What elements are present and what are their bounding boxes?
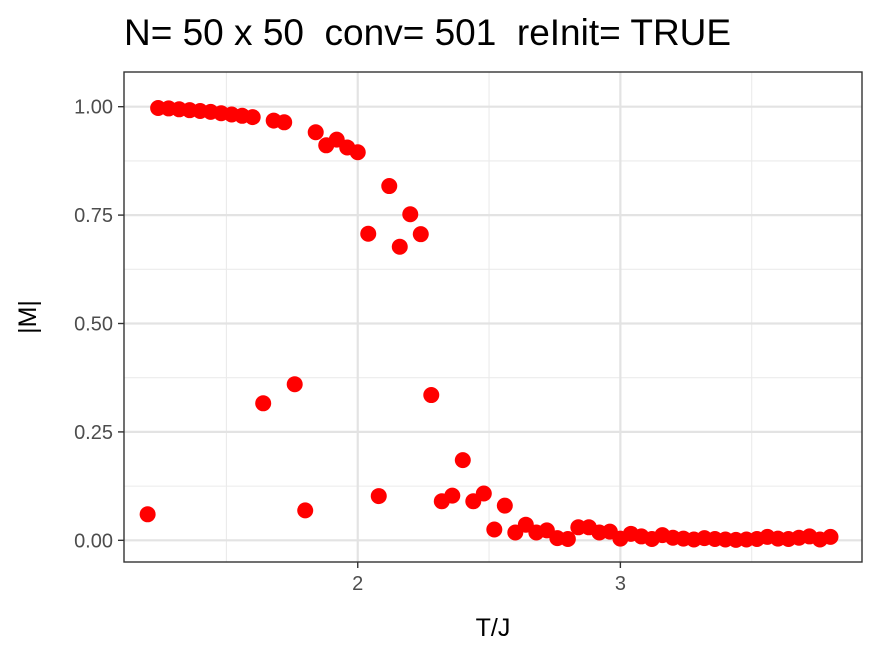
y-tick-label: 0.00	[74, 530, 113, 552]
data-point	[307, 124, 324, 141]
data-point	[559, 531, 576, 548]
data-point	[391, 238, 408, 255]
data-point	[360, 225, 377, 242]
y-tick-label: 0.25	[74, 422, 113, 444]
chart-title: N= 50 x 50 conv= 501 reInit= TRUE	[124, 12, 732, 53]
data-point	[496, 497, 513, 514]
data-point	[475, 485, 492, 502]
data-point	[139, 506, 156, 523]
data-point	[370, 488, 387, 505]
x-tick-label: 2	[352, 573, 363, 595]
data-point	[297, 502, 314, 519]
data-point	[286, 376, 303, 393]
x-axis-title: T/J	[476, 614, 511, 642]
y-tick-label: 1.00	[74, 97, 113, 119]
y-tick-label: 0.50	[74, 314, 113, 336]
data-point	[454, 452, 471, 469]
data-point	[412, 226, 429, 243]
y-tick-label: 0.75	[74, 205, 113, 227]
y-axis-title: |M|	[14, 300, 42, 334]
data-point	[381, 178, 398, 195]
y-axis: 0.00 0.25 0.50 0.75 1.00	[74, 97, 124, 552]
data-point	[244, 109, 261, 126]
x-tick-label: 3	[615, 573, 626, 595]
panel-border	[123, 71, 863, 563]
data-point	[349, 144, 366, 161]
data-point	[255, 395, 272, 412]
data-point	[486, 521, 503, 538]
data-point	[822, 528, 839, 545]
data-points	[139, 99, 839, 548]
data-point	[423, 387, 440, 404]
data-point	[402, 206, 419, 223]
minor-gridlines	[124, 72, 862, 562]
data-point	[444, 487, 461, 504]
data-point	[276, 114, 293, 131]
